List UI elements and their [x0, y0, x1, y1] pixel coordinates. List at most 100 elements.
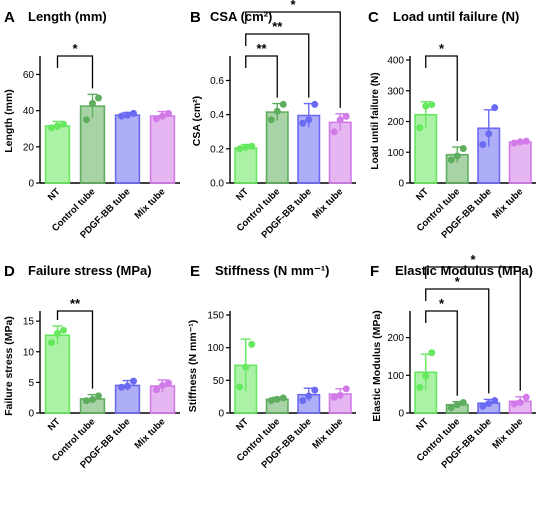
panel-c-point-control-tube [459, 145, 467, 153]
panel-e-point-pdgf-bb-tube [305, 392, 313, 400]
panel-c-ytick-label: 300 [387, 86, 404, 97]
panel-d-point-nt [53, 329, 61, 337]
panel-e-point-nt [236, 383, 244, 391]
panel-d-bar-nt [44, 334, 71, 414]
panel-e-ytick-label: 50 [213, 376, 225, 387]
panel-f-ytick-label: 100 [387, 371, 404, 382]
panel-b-point-pdgf-bb-tube [311, 100, 319, 108]
panel-e-ytick-label: 0 [218, 409, 224, 420]
panel-f-point-control-tube [459, 398, 467, 406]
panel-c-ytick-label: 200 [387, 117, 404, 128]
panel-e-point-control-tube [267, 397, 275, 405]
panel-e-title: Stiffness (N mm⁻¹) [215, 263, 329, 278]
panel-a-xtick-label-mix-tube: Mix tube [133, 186, 168, 221]
panel-f-point-control-tube [453, 401, 461, 409]
panel-a-point-mix-tube [153, 115, 161, 123]
panel-f: F Elastic Modulus (MPa) Elastic Modulus … [370, 252, 536, 471]
panel-e-point-control-tube [279, 394, 287, 402]
panel-a: A Length (mm) Length (mm) 0204060NTContr… [3, 9, 180, 241]
panel-d-ytick-label: 15 [23, 317, 35, 328]
panel-d-point-mix-tube [153, 386, 161, 394]
panel-b-ytick-label: 0.2 [210, 144, 224, 155]
panel-f-sig-label: * [439, 296, 445, 311]
panel-d-point-pdgf-bb-tube [124, 382, 132, 390]
panel-f-point-mix-tube [522, 393, 530, 401]
panel-e-point-nt [242, 363, 250, 371]
panel-d-xtick-label-nt: NT [46, 416, 63, 433]
panel-a-bar-mix-tube [149, 115, 176, 184]
panel-b-sig-label: * [290, 0, 296, 12]
panel-b-point-nt [236, 145, 244, 153]
panel-f-point-nt [428, 349, 436, 357]
panel-e-point-pdgf-bb-tube [299, 397, 307, 405]
panel-f-xtick-label-mix-tube: Mix tube [490, 416, 525, 451]
panel-c-point-nt [416, 124, 424, 132]
panel-c-point-mix-tube [510, 139, 518, 147]
panel-b-letter: B [190, 9, 201, 26]
panel-a-point-nt [47, 124, 55, 132]
panel-f-letter: F [370, 263, 379, 280]
panel-b-ytick-label: 0.0 [210, 179, 224, 190]
panel-d-point-nt [59, 326, 67, 334]
panel-b-sig-bracket [245, 33, 310, 98]
panel-f-point-mix-tube [516, 398, 524, 406]
panel-a-point-control-tube [89, 99, 97, 107]
panel-b-point-nt [242, 143, 250, 151]
panel-b-ylabel: CSA (cm²) [191, 96, 203, 146]
panel-f-xtick-label-nt: NT [414, 416, 431, 433]
panel-a-letter: A [4, 9, 15, 26]
panel-c-point-pdgf-bb-tube [479, 141, 487, 149]
panel-c-point-mix-tube [522, 137, 530, 145]
panel-c-xtick-label-mix-tube: Mix tube [490, 186, 525, 221]
panel-f-point-pdgf-bb-tube [479, 402, 487, 410]
panel-f-point-nt [422, 372, 430, 380]
panel-c-xtick-label-nt: NT [414, 186, 431, 203]
panel-d-point-control-tube [95, 392, 103, 400]
panel-b-bar-nt [234, 147, 258, 184]
panel-f-sig-label: * [455, 274, 461, 289]
panel-a-point-nt [59, 120, 67, 128]
panel-c-letter: C [368, 9, 379, 26]
panel-e-point-mix-tube [336, 391, 344, 399]
panel-a-point-pdgf-bb-tube [124, 111, 132, 119]
panel-e-point-mix-tube [342, 385, 350, 393]
panel-f-point-mix-tube [510, 400, 518, 408]
panel-d-ytick-label: 5 [28, 378, 34, 389]
panel-d-ytick-label: 0 [28, 409, 34, 420]
panel-e-point-mix-tube [330, 393, 338, 401]
panel-a-sig-bracket [56, 55, 94, 89]
panel-c-sig-label: * [439, 41, 445, 56]
panel-d: D Failure stress (MPa) Failure stress (M… [3, 263, 180, 471]
panel-b-xtick-label-nt: NT [234, 186, 251, 203]
panel-c-ylabel: Load until failure (N) [370, 72, 381, 169]
panel-f-point-control-tube [447, 404, 455, 412]
panel-f-title: Elastic Modulus (MPa) [395, 263, 533, 278]
panel-c-point-control-tube [453, 152, 461, 160]
panel-a-point-nt [53, 122, 61, 130]
panel-b-point-control-tube [279, 100, 287, 108]
panel-f-ytick-label: 200 [387, 333, 404, 344]
panel-a-point-mix-tube [159, 112, 167, 120]
panel-a-point-mix-tube [165, 109, 173, 117]
panel-a-point-pdgf-bb-tube [118, 112, 126, 120]
panel-b-sig-label: ** [256, 41, 267, 56]
panel-c-point-pdgf-bb-tube [485, 130, 493, 138]
panel-b-point-control-tube [273, 107, 281, 115]
panel-b-xtick-label-mix-tube: Mix tube [310, 186, 345, 221]
panel-a-point-control-tube [95, 94, 103, 102]
panel-c-point-control-tube [447, 156, 455, 164]
panel-d-xtick-label-mix-tube: Mix tube [133, 416, 168, 451]
panel-c-point-mix-tube [516, 138, 524, 146]
panel-b-point-mix-tube [342, 112, 350, 120]
panel-c-ytick-label: 100 [387, 148, 404, 159]
panel-c-point-nt [428, 101, 436, 109]
panel-a-ytick-label: 0 [28, 179, 34, 190]
panel-e-letter: E [190, 263, 200, 280]
panel-b-sig-bracket [245, 11, 341, 108]
panel-d-point-nt [47, 339, 55, 347]
panel-a-title: Length (mm) [28, 9, 107, 24]
